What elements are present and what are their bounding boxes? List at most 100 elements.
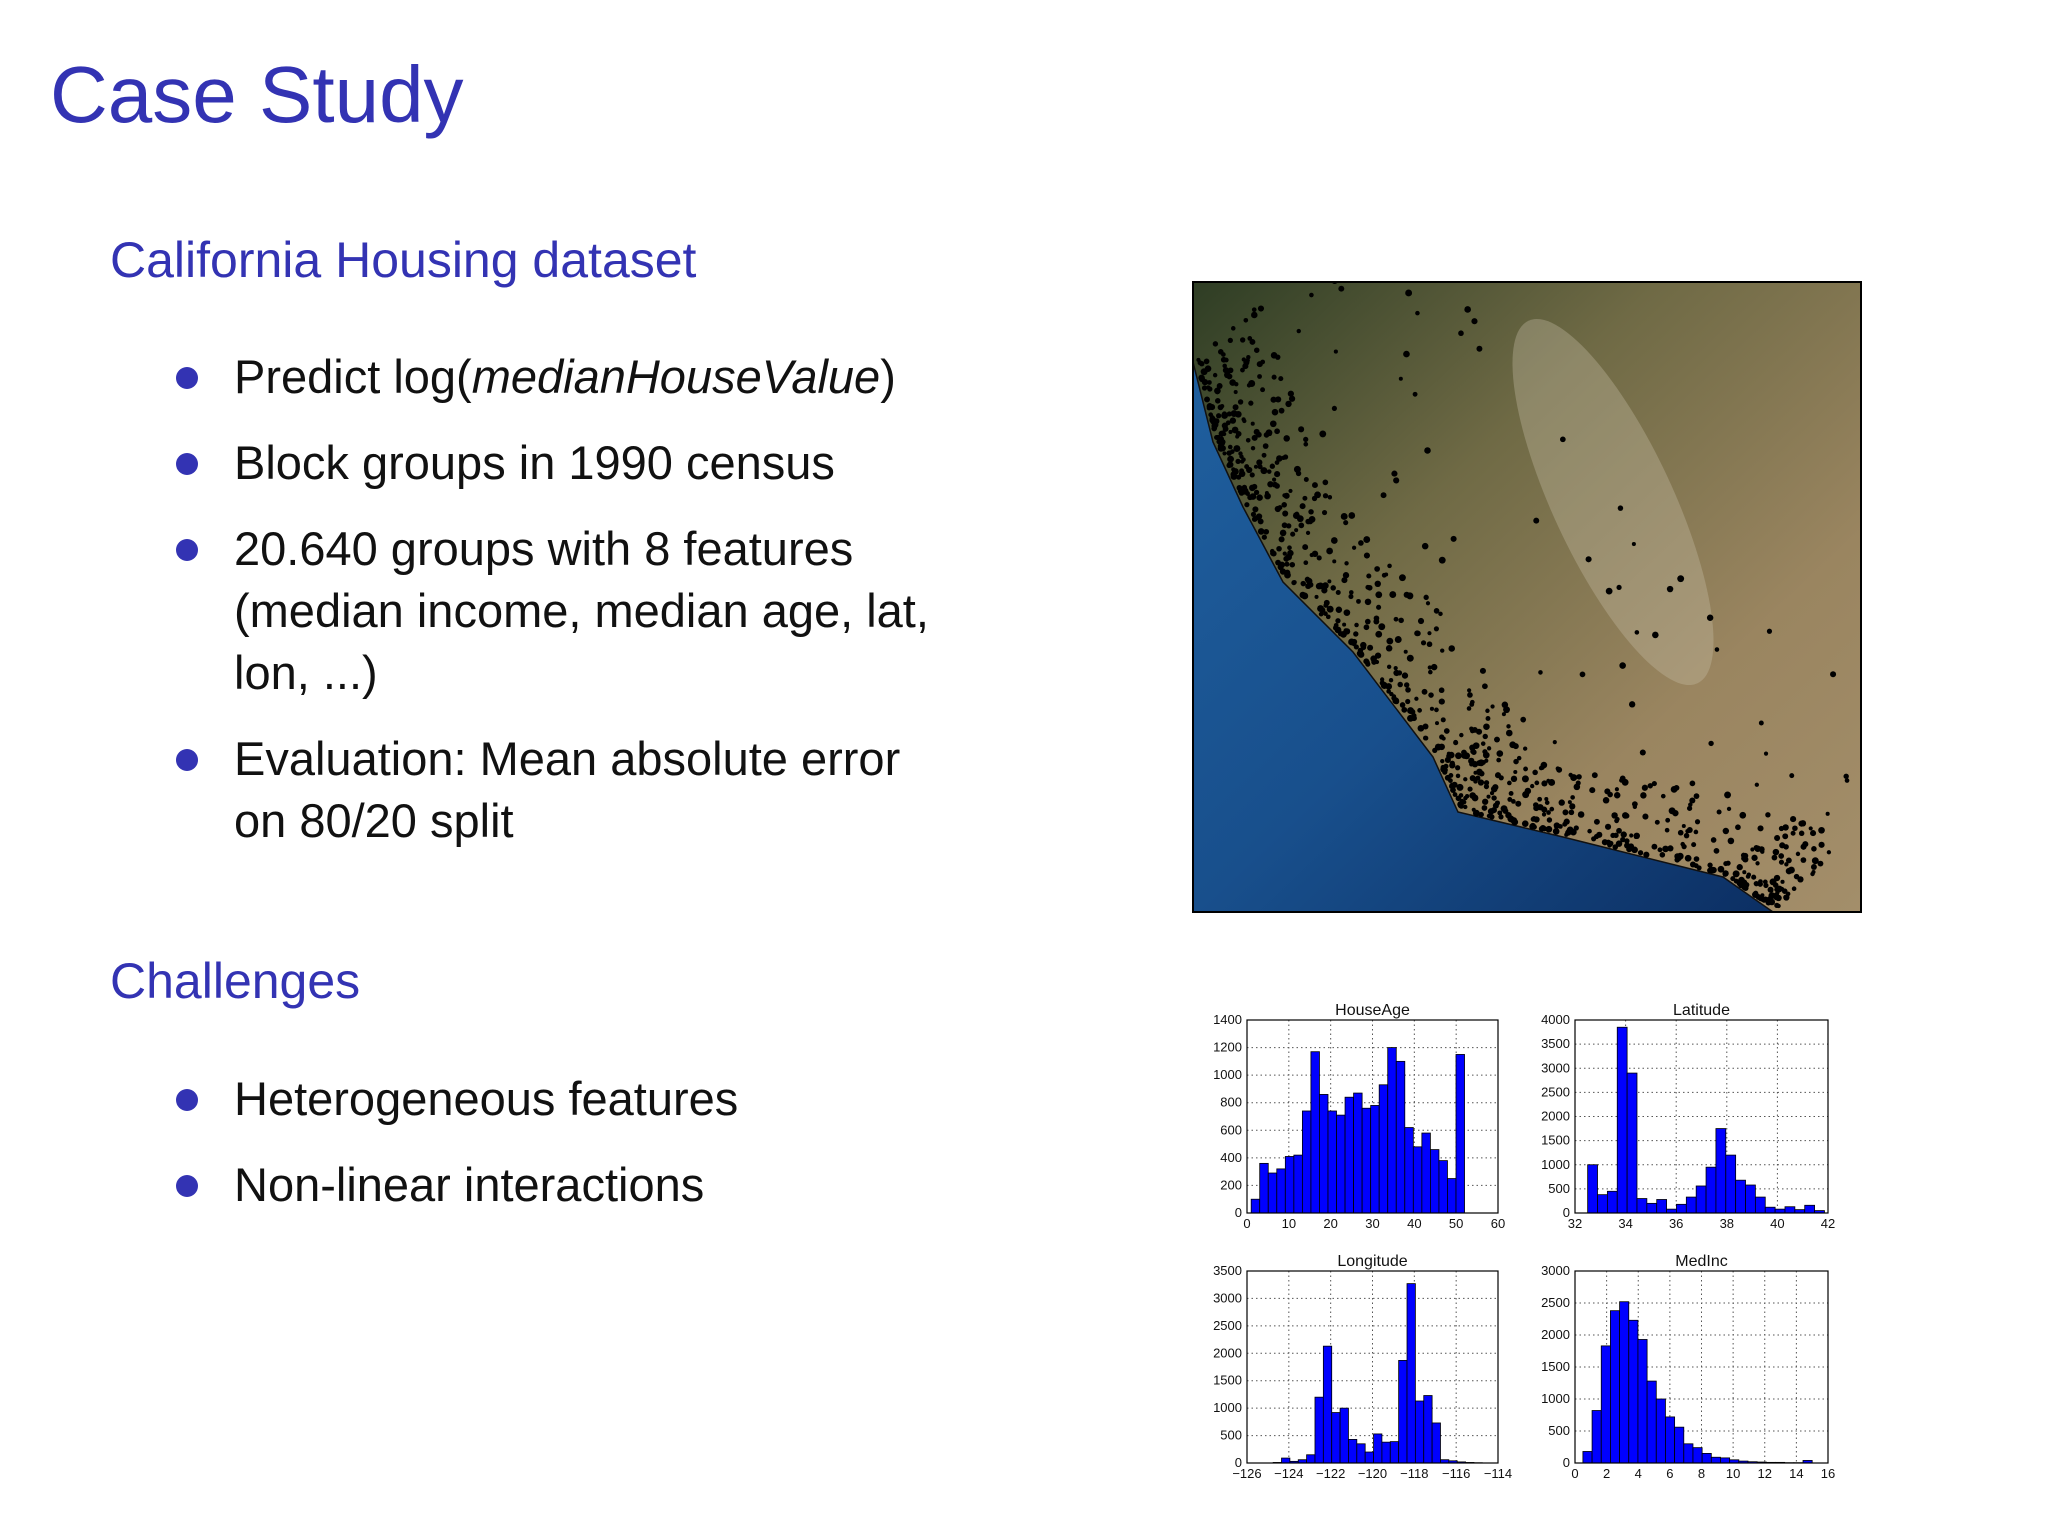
bar	[1364, 1451, 1374, 1464]
dot	[1245, 491, 1250, 496]
dot	[1532, 769, 1538, 776]
dot	[1405, 187, 1410, 192]
dot	[1908, 703, 1915, 710]
bar	[1431, 1422, 1441, 1464]
dot	[1326, 605, 1334, 613]
y-tick-label: 400	[1220, 1150, 1242, 1165]
dot	[1790, 830, 1796, 836]
dot	[1327, 579, 1332, 584]
x-tick-label: 0	[1243, 1216, 1250, 1231]
dot	[1421, 542, 1429, 550]
dot	[1797, 876, 1804, 883]
bullet-text: 20.640 groups with 8 features	[234, 522, 853, 575]
dot	[1378, 623, 1386, 631]
dot	[1343, 609, 1351, 616]
bar	[1626, 1072, 1638, 1214]
dot	[1689, 797, 1696, 804]
dot	[1713, 847, 1720, 854]
dot	[1216, 438, 1222, 445]
dot	[1633, 834, 1638, 840]
dot	[1778, 859, 1785, 865]
dot	[1811, 846, 1817, 852]
dot	[1278, 407, 1285, 414]
dot	[1660, 793, 1666, 799]
dot	[1471, 807, 1476, 812]
x-tick-label: 6	[1666, 1466, 1673, 1481]
dot	[1693, 793, 1700, 800]
y-tick-label: 500	[1548, 1423, 1570, 1438]
dot	[1459, 732, 1464, 738]
bar	[1331, 1412, 1341, 1464]
dot	[1929, 729, 1934, 734]
dot	[1325, 614, 1331, 620]
y-tick-label: 3000	[1213, 1290, 1242, 1305]
dot	[1278, 536, 1285, 543]
dot	[1830, 671, 1837, 678]
dot	[1330, 537, 1338, 544]
dot	[1579, 671, 1586, 678]
bar	[1356, 1443, 1366, 1464]
bar	[1404, 1127, 1414, 1214]
dot	[1562, 809, 1569, 816]
dot	[1322, 582, 1329, 589]
dot	[1379, 677, 1385, 682]
bullet	[176, 539, 198, 561]
dot	[1641, 784, 1648, 791]
dot	[1207, 386, 1213, 392]
dot	[1677, 829, 1684, 836]
histograms: 0 10 20 30 40 50 600200400600800100012001400Ho…	[1213, 1002, 1835, 1481]
y-tick-label: 2000	[1541, 1109, 1570, 1124]
dot	[1769, 878, 1777, 886]
x-tick-label: 16	[1821, 1466, 1835, 1481]
axes-frame	[1246, 1019, 1499, 1214]
dot	[1475, 775, 1481, 781]
dot	[1261, 534, 1267, 540]
dot	[1757, 895, 1764, 902]
dot	[1371, 659, 1377, 665]
dot	[1405, 289, 1413, 297]
dot	[1810, 830, 1817, 837]
dot	[1305, 530, 1311, 535]
dot	[1414, 696, 1419, 701]
dot	[1309, 552, 1314, 558]
bar	[1414, 1400, 1425, 1464]
bullet	[176, 1089, 198, 1111]
x-tick-label: 8	[1698, 1466, 1705, 1481]
dot	[1775, 894, 1782, 902]
dot	[1634, 630, 1640, 635]
dot	[1643, 851, 1650, 858]
dot	[1607, 791, 1613, 798]
dot	[1513, 758, 1519, 765]
dot	[1393, 616, 1399, 622]
y-tick-label: 1500	[1541, 1359, 1570, 1374]
dot	[1467, 688, 1472, 693]
dot	[1214, 398, 1221, 404]
dot	[1546, 810, 1551, 815]
dot	[1279, 568, 1287, 575]
dot	[1706, 614, 1714, 621]
dot	[1424, 447, 1431, 454]
bar	[1389, 1441, 1400, 1464]
dot	[1808, 826, 1813, 831]
y-tick-label: 2500	[1541, 1084, 1570, 1099]
dot	[1640, 792, 1647, 799]
dot	[1374, 652, 1382, 659]
y-tick-label: 1000	[1541, 1391, 1570, 1406]
dot	[1442, 767, 1448, 773]
dot	[1221, 412, 1229, 419]
dot	[1305, 577, 1313, 585]
y-tick-label: 1200	[1213, 1040, 1242, 1055]
dot	[1681, 844, 1687, 850]
y-tick-label: 2500	[1213, 1318, 1242, 1333]
dot	[1230, 473, 1238, 480]
bar	[1421, 1132, 1431, 1214]
dot	[1422, 723, 1429, 730]
dot	[1456, 783, 1464, 791]
dot	[1541, 780, 1548, 787]
dot	[1281, 522, 1288, 529]
dot	[1406, 654, 1414, 662]
dot	[1242, 418, 1247, 424]
x-tick-label: 14	[1789, 1466, 1803, 1481]
dot	[1235, 431, 1242, 437]
dot	[1269, 463, 1276, 469]
